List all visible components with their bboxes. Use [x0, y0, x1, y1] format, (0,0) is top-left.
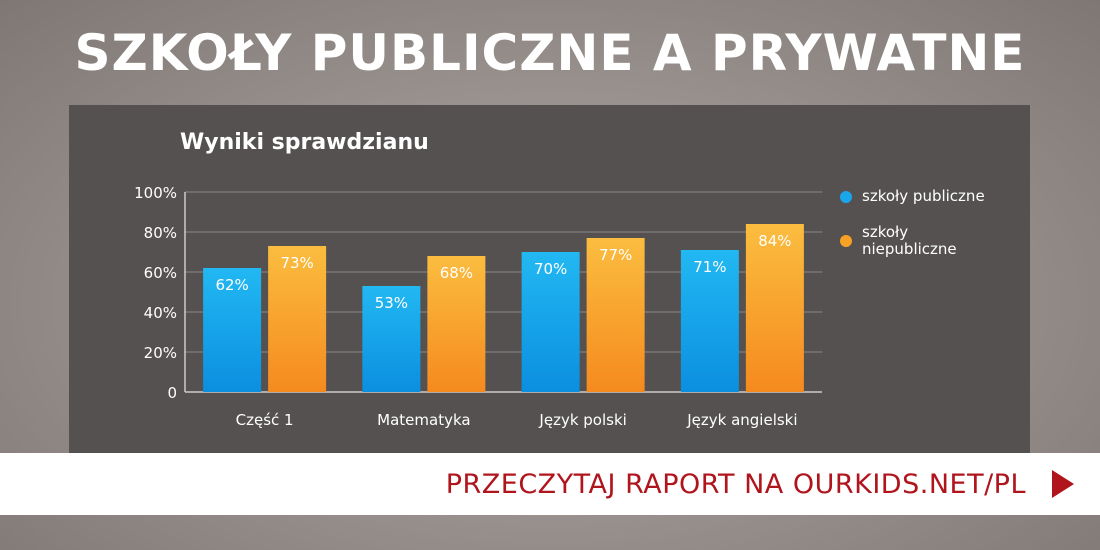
- y-tick-label: 20%: [144, 344, 177, 362]
- y-tick-label: 80%: [144, 224, 177, 242]
- legend-dot-private: [840, 235, 852, 247]
- legend-label-public: szkoły publiczne: [862, 187, 985, 205]
- data-label: 84%: [758, 232, 791, 250]
- bar: [521, 252, 580, 392]
- data-label: 73%: [280, 254, 313, 272]
- y-tick-label: 40%: [144, 304, 177, 322]
- bar: [586, 238, 645, 392]
- x-tick-label: Język polski: [538, 411, 626, 429]
- bar: [203, 268, 262, 392]
- x-tick-label: Matematyka: [377, 411, 470, 429]
- data-label: 53%: [375, 294, 408, 312]
- data-label: 71%: [693, 258, 726, 276]
- headline: SZKOŁY PUBLICZNE A PRYWATNE: [74, 24, 1026, 82]
- legend: szkoły publiczne szkoły niepubliczne: [840, 188, 992, 277]
- data-label: 62%: [215, 276, 248, 294]
- y-tick-label: 100%: [134, 184, 177, 202]
- legend-item-private: szkoły niepubliczne: [840, 224, 992, 258]
- cta-link[interactable]: PRZECZYTAJ RAPORT NA OURKIDS.NET/PL: [445, 468, 1026, 500]
- bar: [427, 256, 486, 392]
- y-tick-label: 0: [167, 384, 177, 402]
- data-label: 68%: [440, 264, 473, 282]
- data-label: 70%: [534, 260, 567, 278]
- cta-banner[interactable]: PRZECZYTAJ RAPORT NA OURKIDS.NET/PL: [0, 453, 1100, 515]
- y-tick-label: 60%: [144, 264, 177, 282]
- legend-label-private: szkoły niepubliczne: [862, 223, 957, 258]
- chart-title: Wyniki sprawdzianu: [180, 130, 429, 155]
- bar: [745, 224, 804, 392]
- legend-item-public: szkoły publiczne: [840, 188, 992, 205]
- x-tick-label: Język angielski: [686, 411, 797, 429]
- legend-dot-public: [840, 190, 852, 203]
- x-tick-label: Część 1: [236, 411, 294, 429]
- data-label: 77%: [599, 246, 632, 264]
- bar: [362, 286, 421, 392]
- play-arrow-icon[interactable]: [1052, 470, 1074, 498]
- bar: [268, 246, 327, 392]
- bar: [680, 250, 739, 392]
